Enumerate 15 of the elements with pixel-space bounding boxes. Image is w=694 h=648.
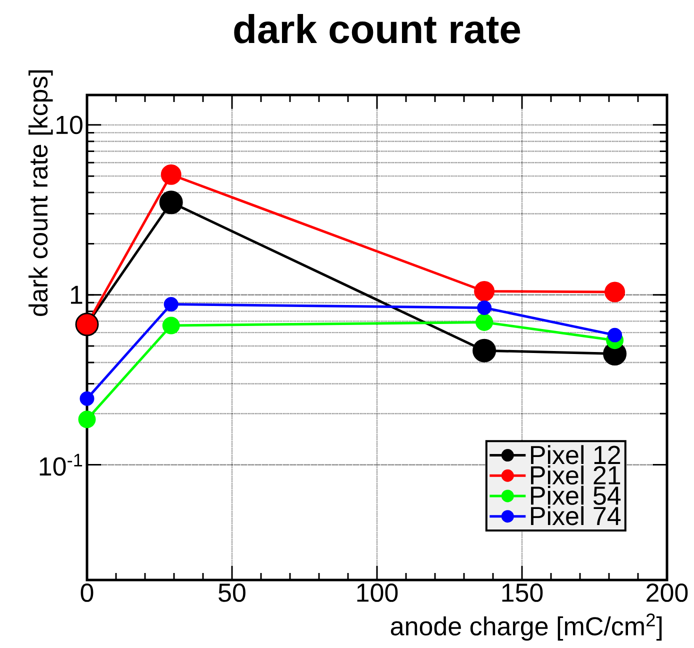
chart-title: dark count rate	[234, 14, 520, 44]
x-tick-label: 100	[357, 584, 398, 602]
x-tick-label: 200	[646, 584, 688, 602]
y-tick-label: 10	[56, 116, 82, 134]
x-axis-title: anode charge [mC/cm$^{2}$]	[390, 614, 662, 641]
legend-label: Pixel 74	[531, 506, 621, 526]
y-tick-label: 1	[70, 286, 82, 304]
x-tick-label: 50	[218, 584, 246, 602]
x-tick-label: 0	[80, 584, 94, 602]
y-tick-label: 10$^{-1}$	[40, 454, 82, 476]
legend-label: Pixel 21	[531, 465, 620, 485]
legend-label: Pixel 12	[531, 445, 620, 464]
y-axis-title: dark count rate [kcps]	[28, 70, 53, 316]
legend-label: Pixel 54	[531, 486, 621, 505]
x-tick-label: 150	[502, 584, 543, 602]
